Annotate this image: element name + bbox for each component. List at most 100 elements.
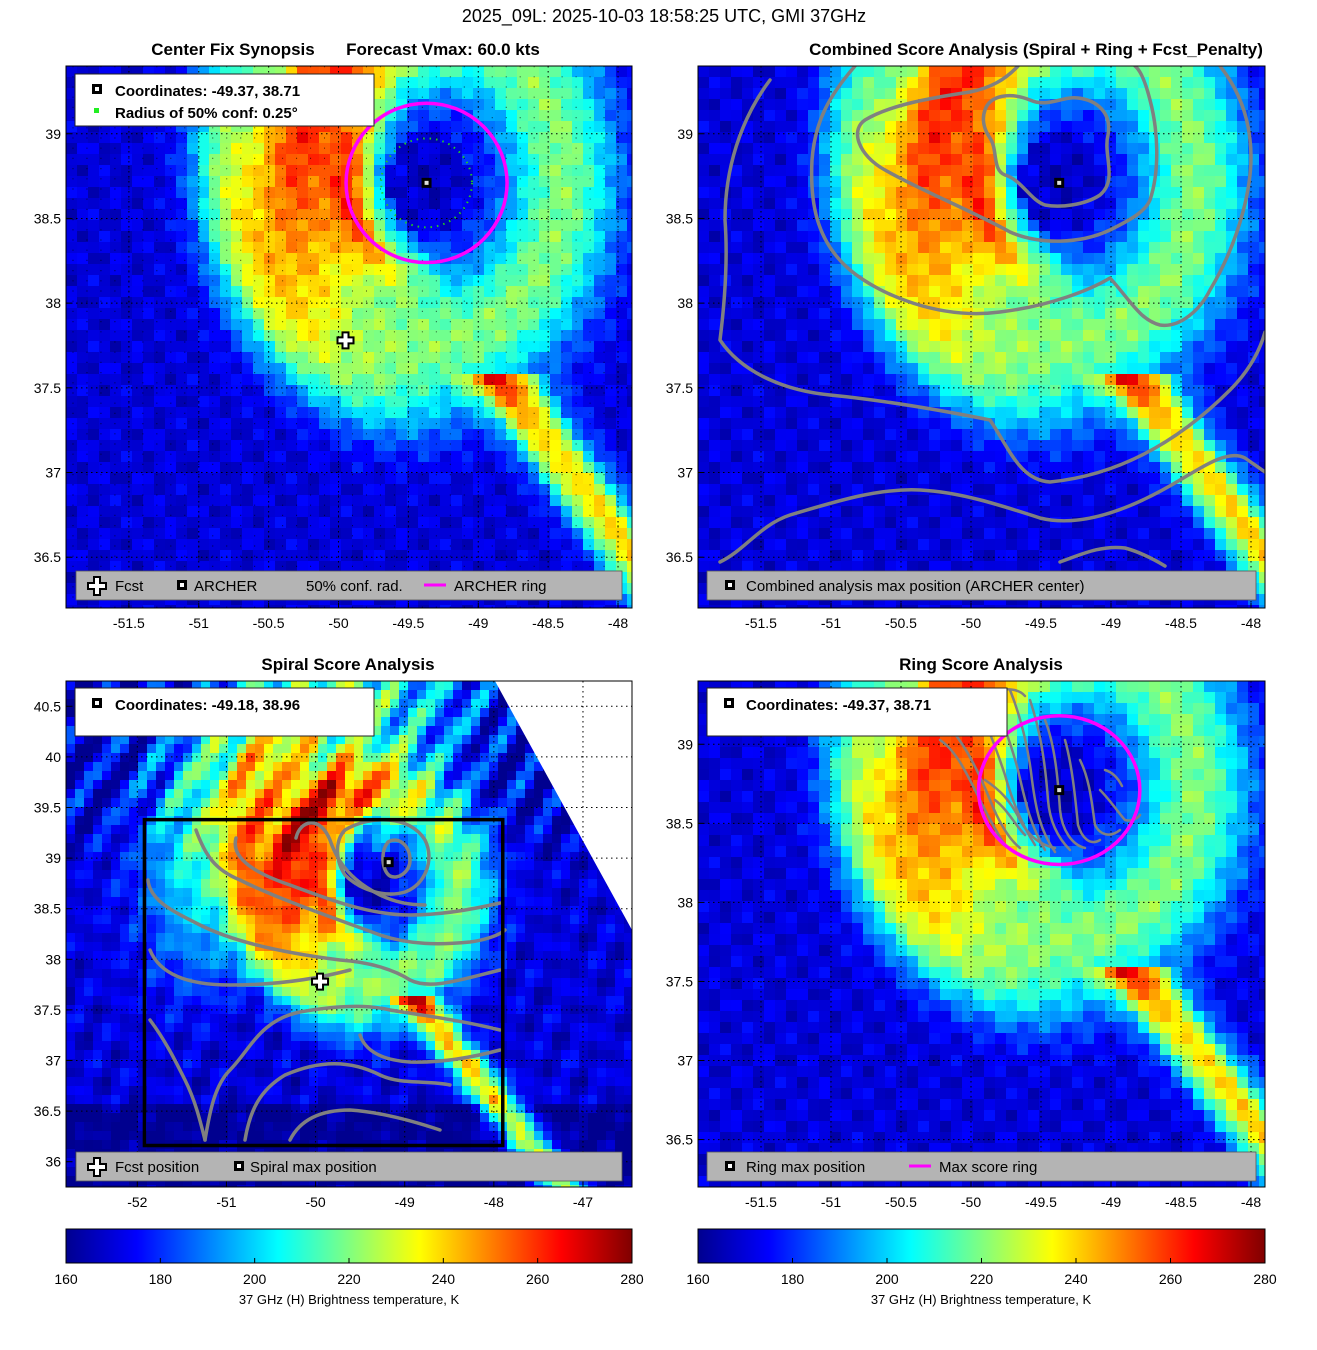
- heatmap-cell: [984, 396, 996, 408]
- heatmap-cell: [973, 462, 985, 474]
- heatmap-cell: [286, 121, 298, 133]
- heatmap-cell: [374, 539, 386, 551]
- heatmap-cell: [775, 143, 787, 155]
- heatmap-cell: [973, 396, 985, 408]
- heatmap-cell: [220, 264, 232, 276]
- heatmap-cell: [775, 253, 787, 265]
- heatmap-cell: [528, 99, 540, 111]
- heatmap-cell: [1204, 473, 1216, 485]
- heatmap-cell: [253, 165, 265, 177]
- heatmap-cell: [143, 66, 155, 78]
- heatmap-cell: [1061, 187, 1073, 199]
- heatmap-cell: [319, 154, 331, 166]
- heatmap-cell: [308, 429, 320, 441]
- heatmap-cell: [132, 539, 144, 551]
- heatmap-cell: [286, 418, 298, 430]
- heatmap-cell: [874, 110, 886, 122]
- heatmap-cell: [1127, 473, 1139, 485]
- heatmap-cell: [830, 253, 842, 265]
- heatmap-cell: [583, 88, 595, 100]
- heatmap-cell: [918, 176, 930, 188]
- heatmap-cell: [698, 176, 710, 188]
- heatmap-cell: [198, 66, 210, 78]
- heatmap-cell: [506, 462, 518, 474]
- heatmap-cell: [440, 352, 452, 364]
- heatmap-cell: [1083, 363, 1095, 375]
- heatmap-cell: [1237, 330, 1249, 342]
- heatmap-cell: [1094, 88, 1106, 100]
- heatmap-cell: [517, 297, 529, 309]
- heatmap-cell: [198, 517, 210, 529]
- heatmap-cell: [819, 154, 831, 166]
- heatmap-cell: [297, 264, 309, 276]
- heatmap-cell: [1050, 374, 1062, 386]
- heatmap-cell: [418, 264, 430, 276]
- heatmap-cell: [808, 286, 820, 298]
- heatmap-cell: [1237, 220, 1249, 232]
- heatmap-cell: [506, 330, 518, 342]
- heatmap-cell: [198, 165, 210, 177]
- heatmap-cell: [1215, 473, 1227, 485]
- heatmap-cell: [951, 264, 963, 276]
- heatmap-cell: [539, 539, 551, 551]
- heatmap-cell: [1061, 330, 1073, 342]
- heatmap-cell: [209, 429, 221, 441]
- heatmap-cell: [110, 264, 122, 276]
- heatmap-cell: [885, 506, 897, 518]
- heatmap-cell: [1171, 264, 1183, 276]
- heatmap-cell: [1215, 143, 1227, 155]
- heatmap-cell: [1050, 286, 1062, 298]
- heatmap-cell: [918, 352, 930, 364]
- heatmap-cell: [995, 176, 1007, 188]
- heatmap-cell: [264, 352, 276, 364]
- heatmap-cell: [253, 550, 265, 562]
- heatmap-cell: [264, 605, 276, 608]
- heatmap-cell: [594, 495, 606, 507]
- heatmap-cell: [528, 253, 540, 265]
- heatmap-cell: [286, 341, 298, 353]
- heatmap-cell: [764, 539, 776, 551]
- heatmap-cell: [176, 66, 188, 78]
- heatmap-cell: [572, 242, 584, 254]
- heatmap-cell: [874, 275, 886, 287]
- heatmap-cell: [1204, 407, 1216, 419]
- heatmap-cell: [209, 264, 221, 276]
- x-tick-label: -51.5: [113, 615, 145, 631]
- heatmap-cell: [253, 462, 265, 474]
- heatmap-cell: [319, 528, 331, 540]
- heatmap-cell: [264, 374, 276, 386]
- heatmap-cell: [1083, 143, 1095, 155]
- heatmap-cell: [462, 363, 474, 375]
- heatmap-cell: [742, 319, 754, 331]
- heatmap-cell: [396, 407, 408, 419]
- heatmap-cell: [121, 550, 133, 562]
- heatmap-cell: [797, 517, 809, 529]
- heatmap-cell: [731, 440, 743, 452]
- heatmap-cell: [561, 374, 573, 386]
- heatmap-cell: [1061, 209, 1073, 221]
- heatmap-cell: [418, 528, 430, 540]
- heatmap-cell: [341, 286, 353, 298]
- heatmap-cell: [396, 517, 408, 529]
- heatmap-cell: [539, 407, 551, 419]
- heatmap-cell: [66, 143, 78, 155]
- heatmap-cell: [1259, 506, 1265, 518]
- heatmap-cell: [786, 176, 798, 188]
- heatmap-cell: [583, 253, 595, 265]
- heatmap-cell: [220, 209, 232, 221]
- heatmap-cell: [385, 66, 397, 78]
- heatmap-cell: [1017, 132, 1029, 144]
- heatmap-cell: [264, 275, 276, 287]
- heatmap-cell: [121, 429, 133, 441]
- heatmap-cell: [929, 297, 941, 309]
- heatmap-cell: [308, 451, 320, 463]
- heatmap-cell: [1094, 506, 1106, 518]
- heatmap-cell: [550, 407, 562, 419]
- heatmap-cell: [1083, 176, 1095, 188]
- heatmap-cell: [264, 561, 276, 573]
- heatmap-cell: [605, 484, 617, 496]
- heatmap-cell: [187, 341, 199, 353]
- heatmap-cell: [907, 253, 919, 265]
- heatmap-cell: [88, 132, 100, 144]
- heatmap-cell: [841, 495, 853, 507]
